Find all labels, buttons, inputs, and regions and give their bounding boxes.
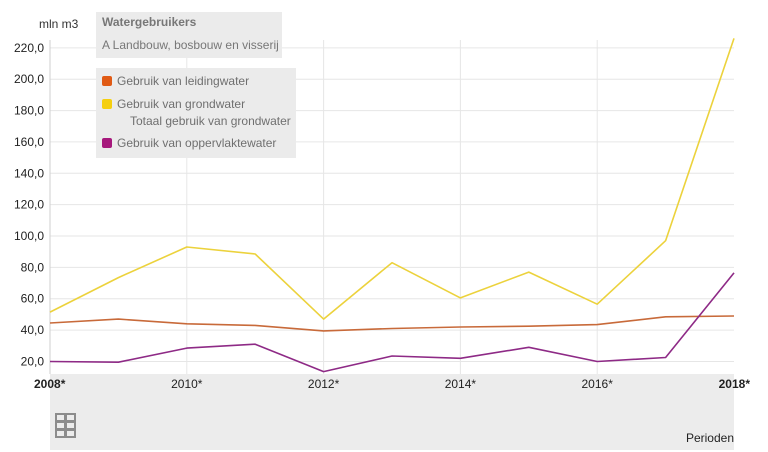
y-tick-label: 160,0 [14,135,44,149]
legend-bg [96,68,296,158]
x-tick-label: 2010* [171,377,203,391]
series-line [49,272,735,373]
legend-swatch [102,76,112,86]
filter-box[interactable]: Watergebruikers A Landbouw, bosbouw en v… [96,12,282,58]
series-line [49,38,735,320]
x-tick-label: 2016* [582,377,614,391]
y-tick-label: 220,0 [14,41,44,55]
legend: Gebruik van leidingwater Gebruik van gron… [96,68,296,158]
y-tick-label: 40,0 [21,323,45,337]
x-axis: 2008* 2010* 2012* 2014* 2016* 2018* [34,377,750,391]
y-axis: 20,0 40,0 60,0 80,0 100,0 120,0 140,0 160,0 180,… [14,41,44,369]
legend-label[interactable]: Totaal gebruik van grondwater [130,114,291,128]
y-tick-label: 80,0 [21,260,45,274]
y-tick-label: 120,0 [14,198,44,212]
y-tick-label: 180,0 [14,104,44,118]
x-axis-band [50,374,734,450]
x-axis-label: Perioden [686,431,734,445]
y-tick-label: 60,0 [21,292,45,306]
legend-label[interactable]: Gebruik van leidingwater [117,74,249,88]
x-tick-label: 2014* [445,377,477,391]
x-tick-label: 2018* [719,377,751,391]
legend-label[interactable]: Gebruik van oppervlaktewater [117,136,276,150]
legend-label[interactable]: Gebruik van grondwater [117,97,245,111]
series-layer [49,38,735,373]
series-line [49,315,735,332]
legend-swatch [102,99,112,109]
x-tick-label: 2012* [308,377,340,391]
y-tick-label: 20,0 [21,354,45,368]
axis-band-bg [50,374,734,450]
y-tick-label: 200,0 [14,72,44,86]
filter-title: Watergebruikers [102,15,197,29]
cbs-logo-icon [55,413,76,438]
filter-value: A Landbouw, bosbouw en visserij [102,38,279,52]
y-unit-label: mln m3 [39,17,79,31]
y-tick-label: 100,0 [14,229,44,243]
legend-swatch [102,138,112,148]
y-tick-label: 140,0 [14,166,44,180]
x-tick-label: 2008* [34,377,66,391]
filter-box-bg [96,12,282,58]
